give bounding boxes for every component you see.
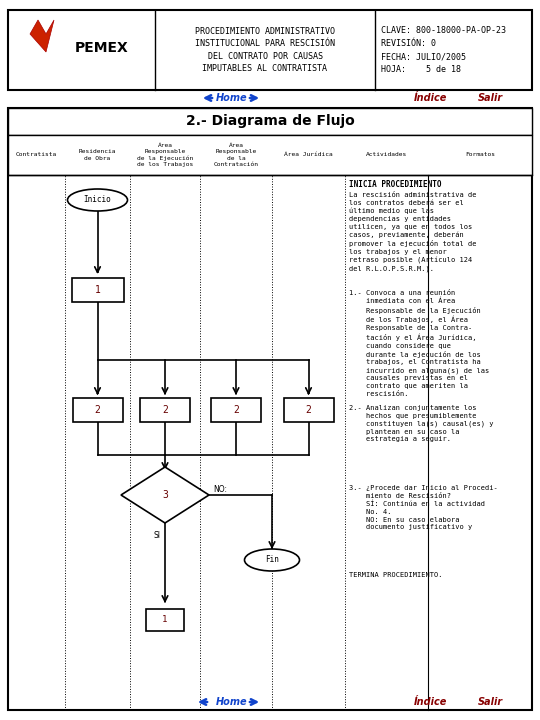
Text: Home: Home [216, 93, 248, 103]
Text: PEMEX: PEMEX [75, 41, 129, 55]
Bar [8, 10, 532, 90]
Bar [140, 398, 190, 422]
Text: 1: 1 [163, 616, 168, 624]
Text: 2: 2 [94, 405, 100, 415]
Text: 2: 2 [306, 405, 312, 415]
Text: Formatos: Formatos [465, 153, 495, 158]
Text: 2: 2 [162, 405, 168, 415]
Text: 2: 2 [233, 405, 239, 415]
Bar [8, 108, 532, 710]
Polygon shape [30, 20, 54, 52]
Text: Actividades: Actividades [366, 153, 407, 158]
Bar [8, 108, 532, 135]
Bar [8, 135, 532, 175]
Text: Área
Responsable
de la
Contratación: Área Responsable de la Contratación [213, 143, 259, 167]
Text: 1.- Convoca a una reunión
    inmediata con el Área
    Responsable de la Ejecuc: 1.- Convoca a una reunión inmediata con … [349, 290, 489, 397]
Text: 1: 1 [94, 285, 100, 295]
Bar [284, 398, 334, 422]
Text: Home: Home [216, 697, 248, 707]
Text: 3.- ¿Procede dar Inicio al Procedi-
    miento de Rescisión?
    SÍ: Continúa en: 3.- ¿Procede dar Inicio al Procedi- mien… [349, 485, 498, 531]
Text: La rescisión administrativa de
los contratos deberá ser el
último medio que las
: La rescisión administrativa de los contr… [349, 192, 476, 272]
Text: Residencia
de Obra: Residencia de Obra [79, 149, 116, 161]
Text: Salir: Salir [477, 93, 503, 103]
Ellipse shape [245, 549, 300, 571]
Ellipse shape [68, 189, 127, 211]
Bar [211, 398, 261, 422]
Text: 2.- Analizan conjuntamente los
    hechos que presumiblemente
    constituyen la: 2.- Analizan conjuntamente los hechos qu… [349, 405, 494, 443]
Text: Índice: Índice [413, 93, 447, 103]
Text: 3: 3 [162, 490, 168, 500]
Text: TERMINA PROCEDIMIENTO.: TERMINA PROCEDIMIENTO. [349, 572, 442, 578]
Bar [72, 398, 123, 422]
Text: Inicio: Inicio [84, 196, 111, 204]
Text: Índice: Índice [413, 697, 447, 707]
Text: Área
Responsable
de la Ejecución
de los Trabajos: Área Responsable de la Ejecución de los … [137, 143, 193, 167]
Bar [146, 609, 184, 631]
Text: Salir: Salir [477, 697, 503, 707]
Text: INICIA PROCEDIMIENTO: INICIA PROCEDIMIENTO [349, 180, 442, 189]
Text: Área Jurídica: Área Jurídica [284, 153, 333, 158]
Bar [71, 278, 124, 302]
Text: PROCEDIMIENTO ADMINISTRATIVO
INSTITUCIONAL PARA RESCISIÓN
DEL CONTRATO POR CAUSA: PROCEDIMIENTO ADMINISTRATIVO INSTITUCION… [195, 27, 335, 73]
Polygon shape [121, 467, 209, 523]
Text: NO:: NO: [213, 485, 227, 493]
Text: CLAVE: 800-18000-PA-OP-23
REVISIÓN: 0
FECHA: JULIO/2005
HOJA:    5 de 18: CLAVE: 800-18000-PA-OP-23 REVISIÓN: 0 FE… [381, 26, 506, 74]
Text: Fin: Fin [265, 556, 279, 564]
Text: Contratista: Contratista [16, 153, 57, 158]
Text: 2.- Diagrama de Flujo: 2.- Diagrama de Flujo [186, 114, 354, 128]
Text: SI: SI [153, 531, 160, 540]
